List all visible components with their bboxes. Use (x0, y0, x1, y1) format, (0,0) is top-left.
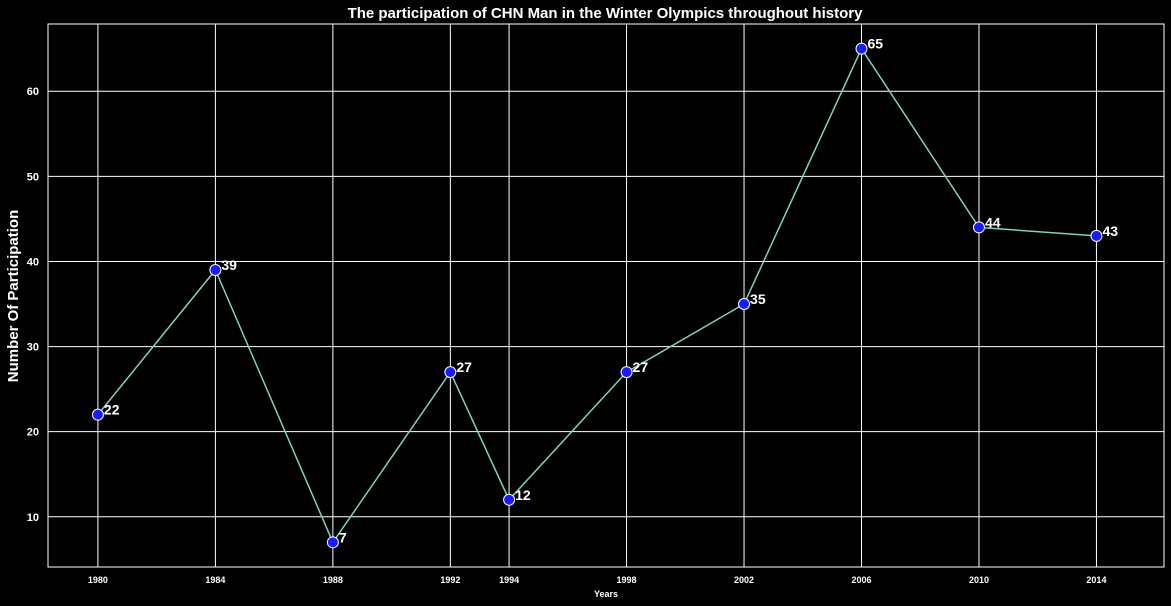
y-tick-label: 30 (27, 342, 39, 354)
data-label: 27 (456, 359, 472, 375)
y-tick-label: 40 (27, 256, 39, 268)
data-markers (91, 42, 1103, 549)
data-point-marker (738, 298, 751, 311)
data-point-marker (855, 42, 868, 55)
data-label: 7 (339, 529, 347, 545)
data-label: 43 (1102, 223, 1118, 239)
x-axis-label: Years (594, 589, 618, 599)
x-tick-label: 1998 (617, 575, 637, 585)
x-tick-label: 1984 (205, 575, 225, 585)
grid (48, 24, 1164, 567)
data-label: 27 (633, 359, 649, 375)
chart-title: The participation of CHN Man in the Wint… (348, 5, 864, 22)
data-point-marker (326, 536, 339, 549)
data-label: 22 (104, 402, 120, 418)
data-point-marker (620, 366, 633, 379)
x-tick-label: 2002 (734, 575, 754, 585)
data-label: 44 (985, 214, 1001, 230)
data-label: 35 (750, 291, 766, 307)
y-tick-label: 10 (27, 512, 39, 524)
data-point-marker (444, 366, 457, 379)
x-tick-label: 1994 (499, 575, 519, 585)
plot-background (48, 24, 1164, 567)
x-tick-label: 1992 (440, 575, 460, 585)
x-tick-label: 1988 (323, 575, 343, 585)
x-tick-label: 2010 (969, 575, 989, 585)
data-point-marker (972, 221, 985, 234)
y-axis-label: Number Of Participation (5, 210, 22, 383)
y-axis-ticks: 10 20 30 40 50 60 (27, 86, 39, 524)
data-label: 39 (221, 257, 237, 273)
x-tick-label: 2014 (1086, 575, 1106, 585)
series-line (97, 47, 1097, 544)
y-tick-label: 20 (27, 427, 39, 439)
y-tick-label: 60 (27, 86, 39, 98)
data-label: 12 (515, 487, 531, 503)
data-labels: 22 39 7 27 12 27 35 65 44 43 (104, 36, 1118, 546)
x-tick-label: 1980 (88, 575, 108, 585)
data-point-marker (1090, 229, 1103, 242)
plot-frame (47, 23, 1165, 568)
y-tick-label: 50 (27, 171, 39, 183)
data-point-marker (503, 493, 516, 506)
x-tick-label: 2006 (851, 575, 871, 585)
data-label: 65 (868, 36, 884, 52)
data-point-marker (91, 408, 104, 421)
data-point-marker (209, 263, 222, 276)
x-axis-ticks: 1980 1984 1988 1992 1994 1998 2002 2006 2010 2014 (88, 575, 1107, 585)
